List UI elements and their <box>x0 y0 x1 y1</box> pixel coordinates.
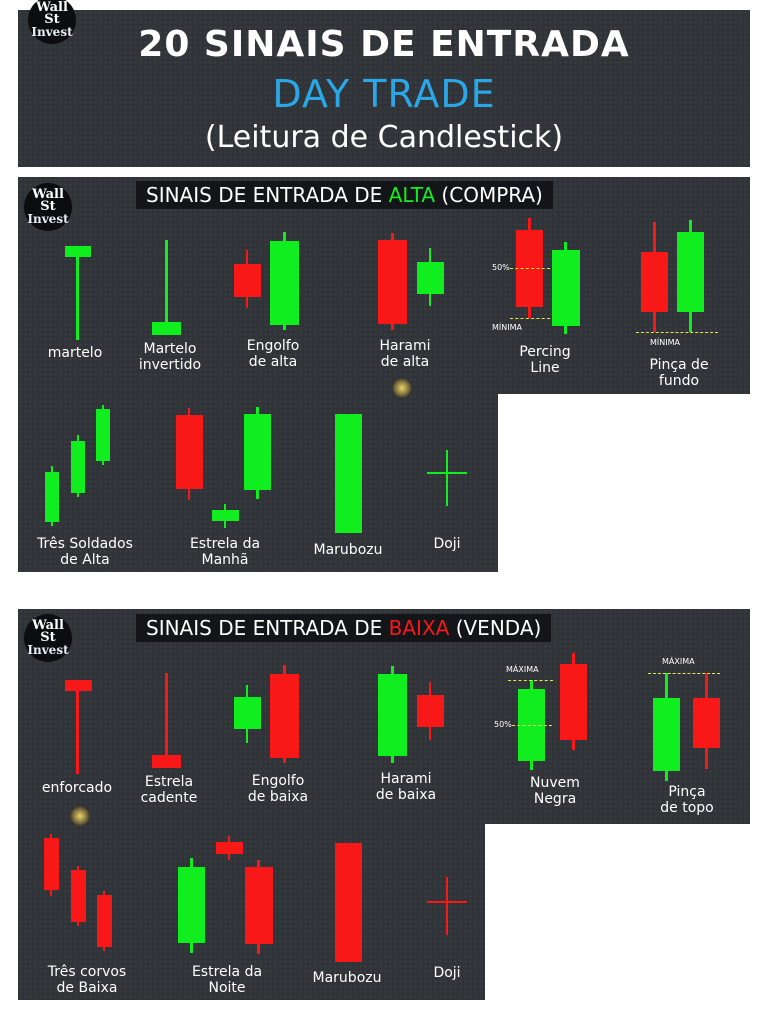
pinca-fundo-minima-label: MÍNIMA <box>650 338 680 347</box>
label-tres-corvos: Três corvos de Baixa <box>47 964 127 996</box>
candle-nuvem-red-body <box>560 664 587 740</box>
candle-estrela-noite-red-body <box>245 867 273 944</box>
logo-subtext: Invest <box>31 25 73 39</box>
candle-estrela-cadente-body <box>152 755 181 768</box>
percing-minima-line <box>510 318 550 319</box>
label-percing-line: Percing Line <box>519 344 571 376</box>
alta-title-suffix: (COMPRA) <box>435 183 543 207</box>
highlight-dot <box>70 806 90 826</box>
percing-minima-label: MÍNIMA <box>492 323 522 332</box>
label-estrela-manha: Estrela da Manhã <box>189 536 261 568</box>
logo-text: Wall St <box>32 187 64 214</box>
highlight-dot <box>392 378 412 398</box>
header-banner: Wall St Invest 20 SINAIS DE ENTRADA DAY … <box>18 0 750 167</box>
candle-estrela-noite-green-body <box>178 867 205 943</box>
page-caption: (Leitura de Candlestick) <box>204 120 564 155</box>
label-enforcado: enforcado <box>41 780 113 796</box>
alta-title-word: ALTA <box>388 183 436 207</box>
candle-estrela-manha-green-body <box>244 414 271 490</box>
pinca-topo-maxima-line <box>648 673 720 674</box>
candle-corvo-2-body <box>71 870 86 922</box>
candle-soldado-3-body <box>96 409 110 461</box>
label-harami-alta: Harami de alta <box>379 338 431 370</box>
label-nuvem-negra: Nuvem Negra <box>530 775 580 807</box>
label-harami-baixa: Harami de baixa <box>375 771 437 803</box>
candle-soldado-1-body <box>45 472 59 522</box>
label-estrela-noite: Estrela da Noite <box>191 964 263 996</box>
label-estrela-cadente: Estrela cadente <box>140 774 198 806</box>
logo-text: Wall St <box>32 618 64 645</box>
nuvem-maxima-line <box>508 680 553 681</box>
candle-martelo-wick <box>76 246 79 340</box>
candle-pinca-topo-red-body <box>693 698 720 748</box>
label-engolfo-alta: Engolfo de alta <box>246 338 300 370</box>
page-title: 20 SINAIS DE ENTRADA <box>138 24 630 65</box>
logo-subtext: Invest <box>27 643 69 657</box>
candle-doji-alta-horizontal <box>427 472 467 474</box>
candle-estrela-cadente-wick <box>165 673 168 768</box>
baixa-section-title: SINAIS DE ENTRADA DE BAIXA (VENDA) <box>136 614 552 642</box>
nuvem-50-label: 50% <box>494 720 512 729</box>
pinca-topo-maxima-label: MÁXIMA <box>662 657 695 666</box>
candle-enforcado-wick <box>76 680 79 774</box>
candle-doji-baixa-horizontal <box>427 901 467 903</box>
candle-pinca-fundo-green-body <box>677 232 704 312</box>
alta-section-title: SINAIS DE ENTRADA DE ALTA (COMPRA) <box>136 181 553 209</box>
candle-estrela-manha-small-body <box>212 510 239 521</box>
percing-50-line <box>510 268 550 269</box>
label-doji-baixa: Doji <box>433 965 461 981</box>
candle-estrela-manha-red-body <box>176 415 203 489</box>
nuvem-50-line <box>512 725 552 726</box>
candle-doji-alta-vertical <box>446 450 448 506</box>
candle-pinca-topo-green-body <box>653 698 680 771</box>
candle-engolfo-baixa-red-body <box>270 674 299 758</box>
wallst-invest-logo: Wall St Invest <box>28 0 76 44</box>
candle-soldado-2-body <box>71 441 85 493</box>
nuvem-maxima-label: MÁXIMA <box>506 665 539 674</box>
label-engolfo-baixa: Engolfo de baixa <box>247 773 309 805</box>
label-tres-soldados: Três Soldados de Alta <box>37 536 133 568</box>
candle-harami-baixa-green-body <box>378 674 407 756</box>
candle-percing-green-body <box>552 250 580 326</box>
candle-marubozu-alta <box>335 414 362 533</box>
label-marubozu-alta: Marubozu <box>313 542 383 558</box>
candle-pinca-fundo-red-body <box>641 252 668 312</box>
baixa-title-word: BAIXA <box>388 616 450 640</box>
label-marubozu-baixa: Marubozu <box>312 970 382 986</box>
candle-martelo-invertido-wick <box>165 240 168 335</box>
candle-engolfo-alta-red-body <box>234 264 261 297</box>
candle-estrela-noite-small-body <box>216 842 243 854</box>
baixa-title-prefix: SINAIS DE ENTRADA DE <box>146 616 389 640</box>
candle-harami-baixa-red-body <box>417 695 444 727</box>
label-martelo: martelo <box>47 345 103 361</box>
alta-title-prefix: SINAIS DE ENTRADA DE <box>146 183 389 207</box>
label-doji-alta: Doji <box>433 536 461 552</box>
label-martelo-invertido: Martelo invertido <box>138 341 202 373</box>
wallst-invest-logo: Wall St Invest <box>24 183 72 231</box>
candle-harami-alta-red-body <box>378 240 407 324</box>
candle-enforcado-body <box>65 680 92 691</box>
candle-corvo-3-body <box>97 895 112 947</box>
candle-corvo-1-body <box>44 838 59 890</box>
candle-martelo-body <box>65 246 91 257</box>
pinca-fundo-minima-line <box>636 332 718 333</box>
candle-marubozu-baixa <box>335 843 362 962</box>
candle-doji-baixa-vertical <box>446 877 448 935</box>
percing-50-label: 50% <box>492 263 510 272</box>
candle-engolfo-baixa-green-body <box>234 697 261 729</box>
wallst-invest-logo: Wall St Invest <box>24 614 72 662</box>
candle-engolfo-alta-green-body <box>270 241 299 325</box>
candle-harami-alta-green-body <box>417 262 444 294</box>
page-subtitle: DAY TRADE <box>272 72 496 116</box>
candle-martelo-invertido-body <box>152 322 181 335</box>
logo-subtext: Invest <box>27 212 69 226</box>
logo-text: Wall St <box>36 0 68 27</box>
baixa-panel-bottom <box>18 824 485 1000</box>
label-pinca-fundo: Pinça de fundo <box>649 357 709 389</box>
label-pinca-topo: Pinça de topo <box>660 784 714 816</box>
baixa-title-suffix: (VENDA) <box>449 616 542 640</box>
